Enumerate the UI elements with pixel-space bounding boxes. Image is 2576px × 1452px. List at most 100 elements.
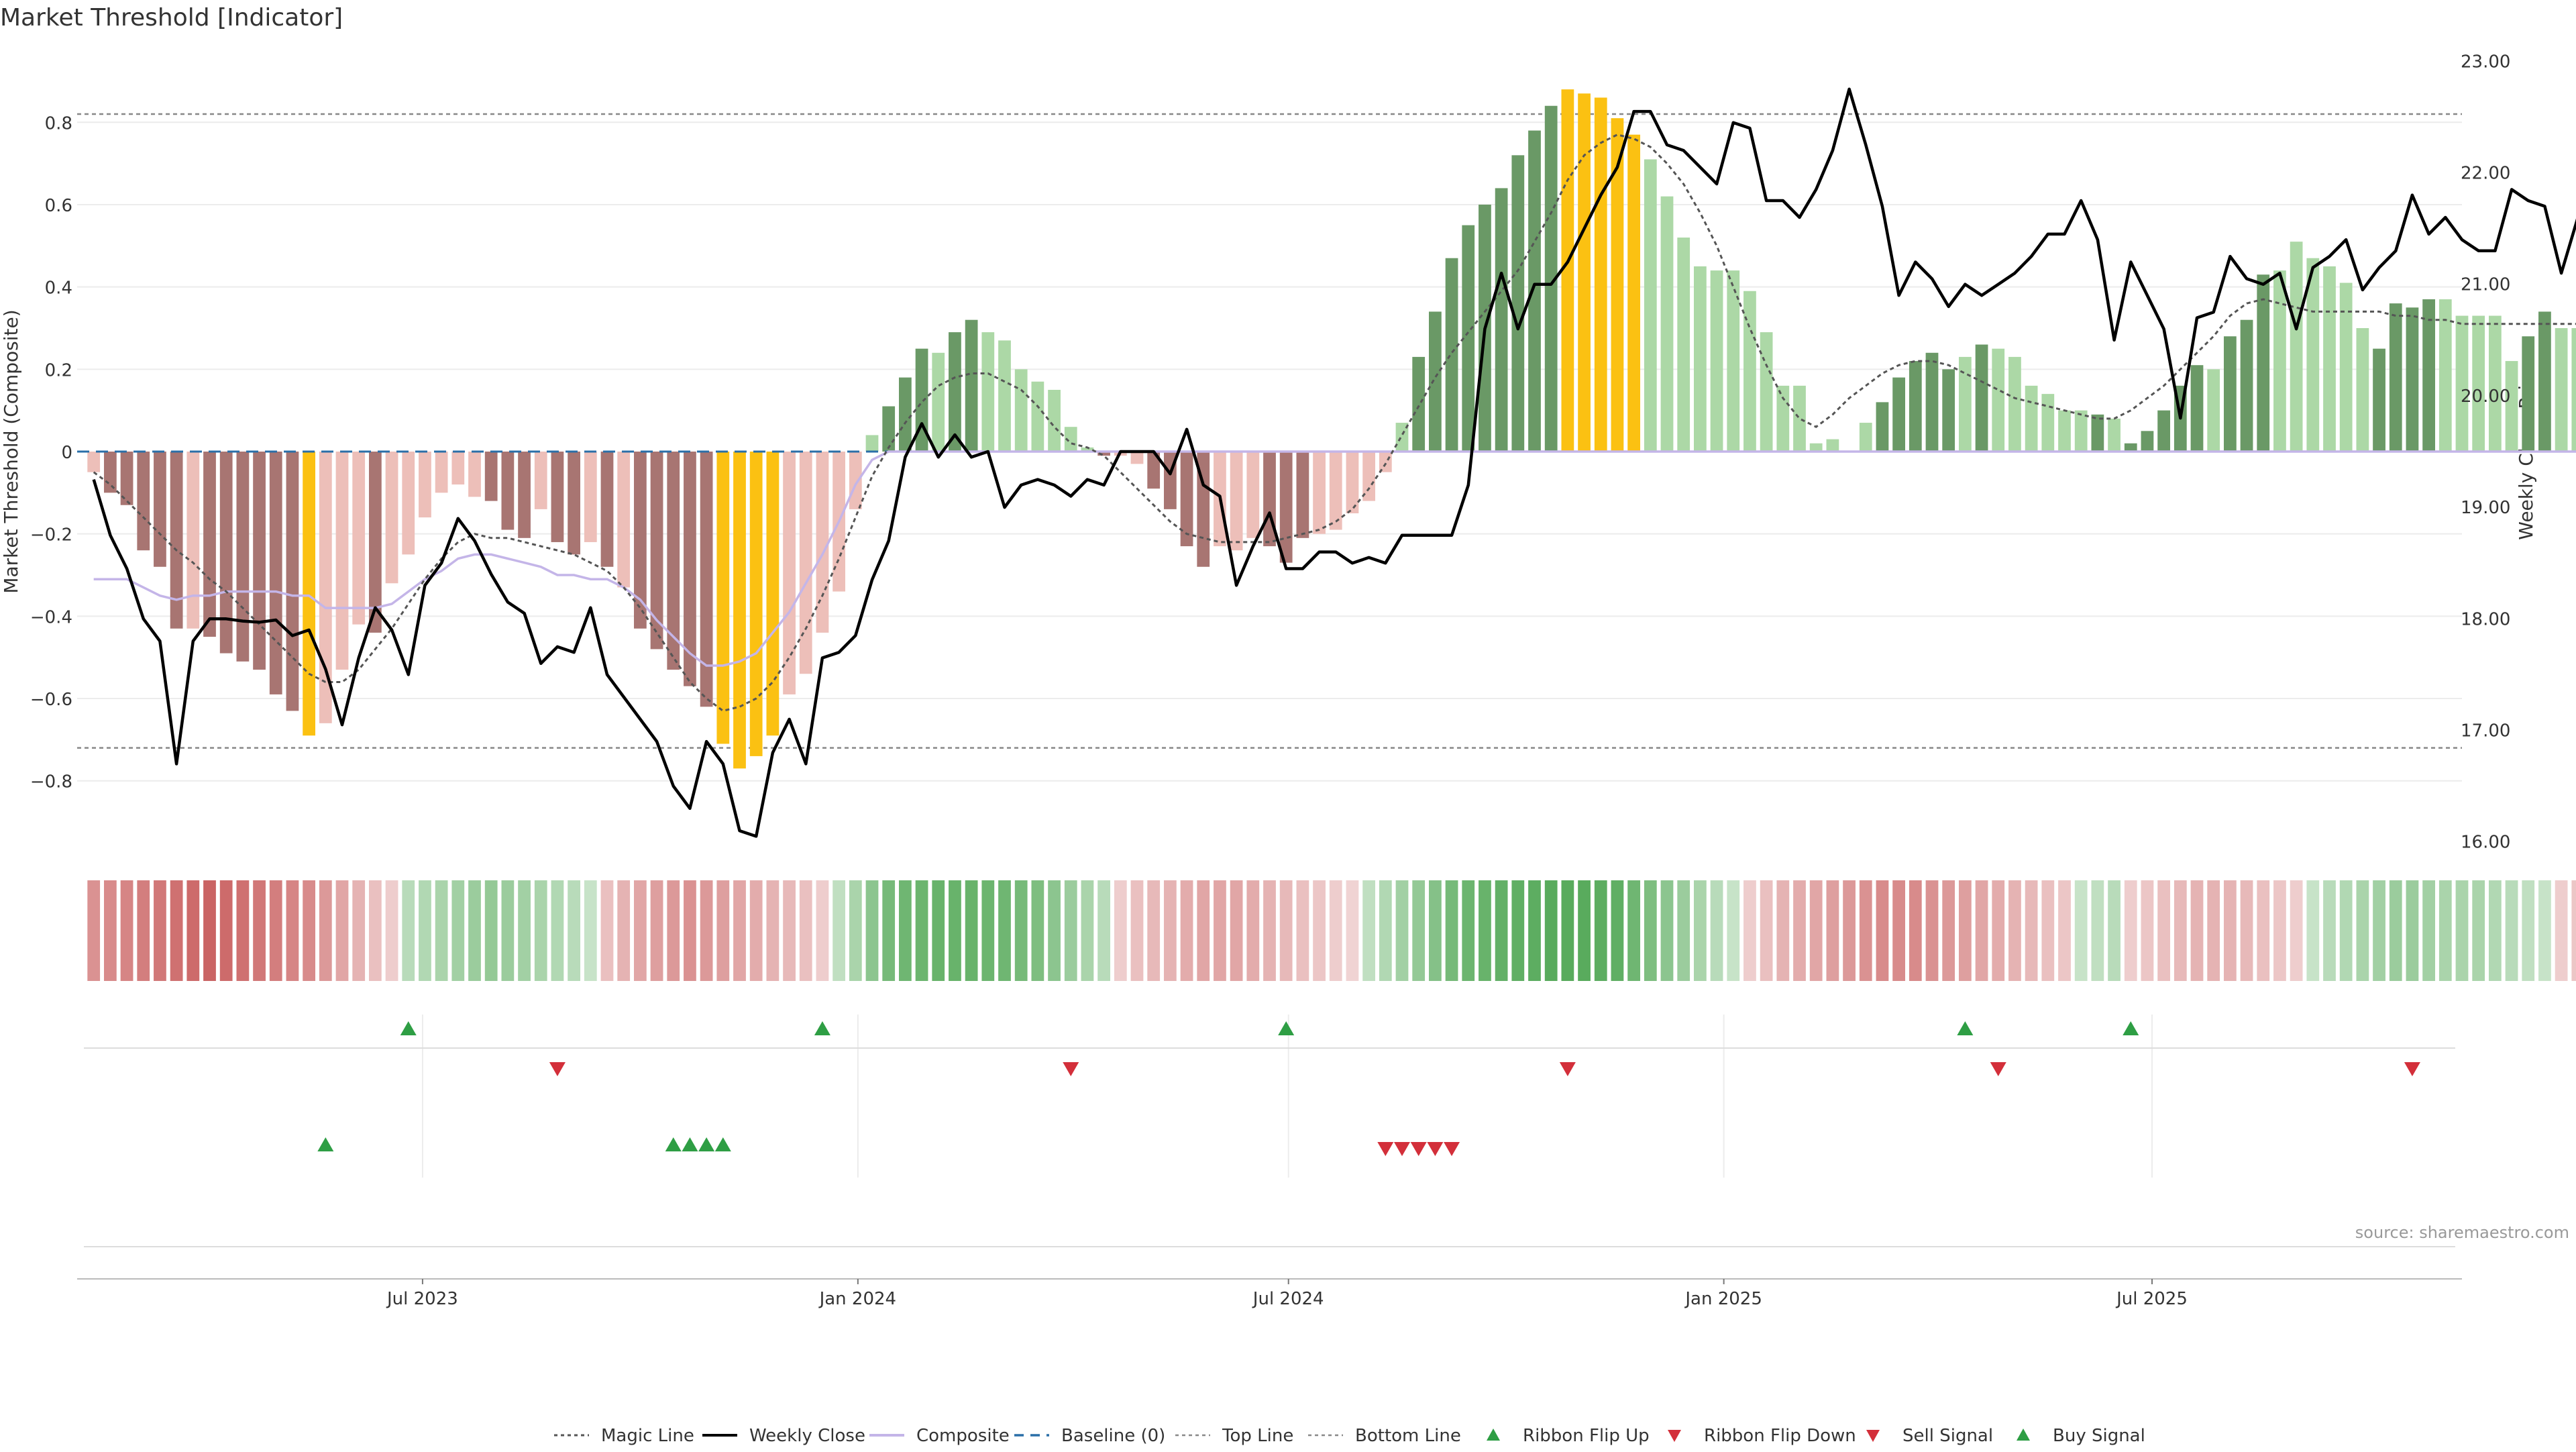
composite-bar [1992,348,2005,452]
composite-bar [1230,452,1243,551]
composite-bar [1296,452,1309,538]
ribbon-cell [103,880,117,981]
x-tick-label: Jan 2024 [818,1289,897,1309]
composite-bar [385,452,398,584]
ribbon-cell [1644,880,1657,981]
ribbon-cell [1279,880,1293,981]
composite-bar [1743,291,1756,452]
ribbon-flip-down-marker [2404,1062,2420,1076]
ribbon-layer [87,880,2576,981]
y-tick-label: 0.2 [45,360,72,380]
ribbon-cell [1031,880,1044,981]
legend-entry: Baseline (0) [1061,1426,1165,1446]
ribbon-cell [949,880,961,981]
composite-bar [766,452,780,736]
composite-bar [2074,410,2088,452]
composite-bar [1578,93,1591,452]
y2-tick-label: 21.00 [2461,275,2510,295]
ribbon-cell [1362,880,1376,981]
y2-tick-label: 22.00 [2461,163,2510,183]
x-tick-label: Jul 2023 [386,1289,458,1309]
ribbon-cell [1230,880,1243,981]
composite-bar [170,452,183,629]
composite-bar [2025,385,2038,452]
legend-swatch [1487,1429,1500,1441]
composite-bar [2240,319,2253,452]
ribbon-cell [2472,880,2485,981]
legend-entry: Bottom Line [1355,1426,1461,1446]
ribbon-cell [2240,880,2253,981]
y-tick-label: 0.6 [45,196,72,216]
y2-tick-label: 19.00 [2461,498,2510,518]
composite-bar [2207,369,2220,452]
composite-bar [2108,418,2121,452]
ribbon-cell [1594,880,1607,981]
ribbon-cell [2323,880,2336,981]
composite-bar [2505,361,2518,452]
composite-bar [749,452,763,756]
ribbon-cell [1395,880,1409,981]
ribbon-cell [667,880,680,981]
ribbon-cell [1296,880,1309,981]
composite-bar [2356,327,2369,452]
y2-tick-label: 20.00 [2461,386,2510,407]
buy-signal-marker [682,1137,698,1151]
composite-bar [568,452,581,555]
ribbon-flip-up-marker [2123,1021,2139,1035]
ribbon-cell [749,880,763,981]
composite-bar [2124,443,2137,452]
ribbon-cell [2074,880,2088,981]
composite-bar [368,452,382,633]
ribbon-cell [468,880,481,981]
composite-bar [1727,270,1740,452]
composite-bar [1147,452,1161,489]
composite-bar [849,452,862,509]
composite-bar [120,452,133,505]
composite-bar [1544,105,1558,452]
ribbon-cell [633,880,647,981]
composite-bar [1031,381,1044,452]
ribbon-cell [1611,880,1624,981]
ribbon-cell [1859,880,1872,981]
signals-layer [84,1021,2455,1247]
ribbon-cell [137,880,150,981]
ribbon-cell [617,880,631,981]
ribbon-cell [186,880,200,981]
ribbon-cell [1048,880,1061,981]
legend-entry: Composite [916,1426,1010,1446]
composite-bar [451,452,465,485]
ribbon-cell [766,880,780,981]
buy-signal-marker [317,1137,334,1151]
ribbon-cell [1693,880,1707,981]
composite-bar [137,452,150,551]
ribbon-cell [269,880,282,981]
y2-tick-label: 16.00 [2461,833,2510,853]
ribbon-cell [2273,880,2286,981]
ribbon-cell [1710,880,1723,981]
composite-bar [2041,394,2055,452]
composite-bar [1246,452,1260,538]
ribbon-cell [419,880,431,981]
ribbon-cell [435,880,448,981]
composite-bar [2373,348,2385,452]
sell-signal-marker [1410,1142,1427,1156]
ribbon-cell [518,880,531,981]
composite-bar [2141,431,2154,452]
buy-signal-marker [665,1137,682,1151]
composite-bar [1693,266,1707,452]
ribbon-cell [335,880,349,981]
ribbon-cell [2356,880,2369,981]
composite-bar [1048,389,1061,452]
ribbon-cell [882,880,896,981]
composite-bar [684,452,696,686]
composite-bar [269,452,282,694]
composite-bar [2406,307,2419,452]
composite-bar [1975,344,1988,452]
composite-bar [600,452,614,567]
ribbon-cell [2041,880,2055,981]
composite-bar [352,452,366,625]
composite-bar [1710,270,1723,452]
composite-bar [1776,385,1790,452]
x-tick-label: Jul 2024 [1252,1289,1324,1309]
ribbon-cell [2571,880,2576,981]
